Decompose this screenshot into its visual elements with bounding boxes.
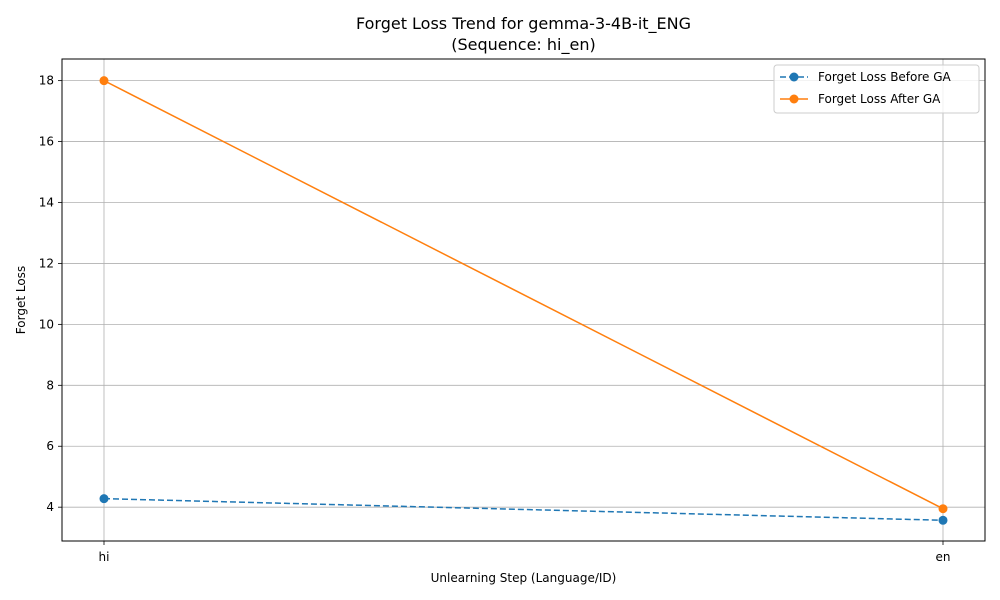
plot-area-frame	[61, 58, 986, 542]
legend-marker-after-ga	[789, 94, 799, 104]
y-tick-label: 4	[46, 500, 54, 514]
series-line-before-ga	[103, 497, 944, 522]
legend: Forget Loss Before GA Forget Loss After G…	[773, 64, 980, 114]
y-tick-label: 10	[39, 317, 54, 331]
data-point-before-ga	[99, 494, 109, 504]
series-group	[99, 76, 948, 525]
legend-box	[773, 64, 980, 114]
chart-title-line2: (Sequence: hi_en)	[451, 35, 595, 55]
chart-title-line1: Forget Loss Trend for gemma-3-4B-it_ENG	[356, 14, 691, 34]
y-tick-label: 16	[39, 135, 54, 149]
legend-label-before-ga: Forget Loss Before GA	[818, 70, 952, 84]
y-tick-label: 18	[39, 74, 54, 88]
legend-label-after-ga: Forget Loss After GA	[818, 92, 941, 106]
x-tick-label: en	[936, 550, 951, 564]
tick-group: 4 6 8 10 12 14 16 18 hi en	[39, 74, 951, 564]
legend-marker-before-ga	[789, 72, 799, 82]
y-axis-label: Forget Loss	[14, 266, 28, 334]
data-point-after-ga	[99, 76, 109, 86]
series-line-after-ga	[103, 79, 944, 510]
x-tick-label: hi	[99, 550, 110, 564]
data-point-before-ga	[938, 515, 948, 525]
y-tick-label: 6	[46, 439, 54, 453]
x-axis-label: Unlearning Step (Language/ID)	[431, 571, 617, 585]
grid	[62, 59, 985, 541]
data-point-after-ga	[938, 504, 948, 514]
y-tick-label: 14	[39, 196, 54, 210]
y-tick-label: 8	[46, 378, 54, 392]
y-tick-label: 12	[39, 256, 54, 270]
